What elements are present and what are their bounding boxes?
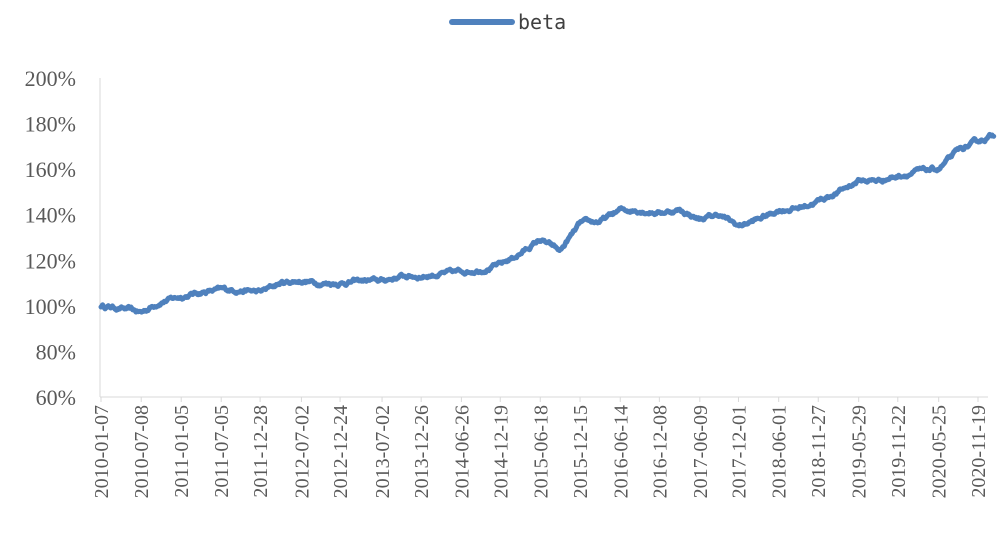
x-tick-label: 2019-11-22	[888, 405, 910, 498]
y-tick-label: 60%	[36, 385, 76, 410]
y-tick-label: 140%	[25, 203, 76, 228]
y-tick-label: 120%	[25, 248, 76, 273]
x-tick-label: 2010-07-08	[131, 405, 153, 498]
x-tick-label: 2020-11-19	[968, 405, 990, 498]
x-tick-label: 2010-01-07	[91, 405, 113, 498]
y-tick-label: 200%	[25, 66, 76, 91]
x-tick-label: 2020-05-25	[929, 405, 951, 498]
y-tick-label: 160%	[25, 157, 76, 182]
x-tick-label: 2011-01-05	[171, 405, 193, 498]
x-tick-label: 2013-12-26	[411, 405, 433, 498]
x-tick-label: 2014-06-26	[451, 405, 473, 498]
x-tick-label: 2018-06-01	[769, 405, 791, 498]
x-tick-label: 2017-12-01	[728, 405, 750, 498]
series-line-beta	[98, 131, 997, 315]
y-tick-label: 80%	[36, 339, 76, 364]
x-tick-label: 2011-12-28	[250, 405, 272, 498]
x-tick-label: 2016-12-08	[649, 405, 671, 498]
x-tick-label: 2014-12-19	[490, 405, 512, 498]
x-tick-label: 2016-06-14	[610, 405, 632, 498]
x-tick-label: 2012-07-02	[291, 405, 313, 498]
x-tick-label: 2013-07-02	[372, 405, 394, 498]
x-tick-label: 2017-06-09	[690, 405, 712, 498]
y-tick-label: 180%	[25, 112, 76, 137]
x-tick-label: 2015-12-15	[570, 405, 592, 498]
x-tick-label: 2011-07-05	[211, 405, 233, 498]
legend-label-beta: beta	[518, 10, 566, 34]
plot-area	[98, 131, 997, 315]
y-axis: 60% 80% 100% 120% 140% 160% 180% 200%	[25, 66, 101, 410]
x-tick-label: 2019-05-29	[849, 405, 871, 498]
x-tick-label: 2018-11-27	[808, 405, 830, 498]
legend: beta	[449, 10, 566, 34]
y-tick-label: 100%	[25, 294, 76, 319]
x-tick-label: 2015-06-18	[530, 405, 552, 498]
x-axis: 2010-01-07 2010-07-08 2011-01-05 2011-07-05…	[91, 396, 990, 498]
x-tick-label: 2012-12-24	[330, 405, 352, 498]
